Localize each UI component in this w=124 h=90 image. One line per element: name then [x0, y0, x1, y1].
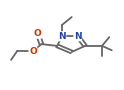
Text: O: O	[34, 29, 42, 38]
Text: O: O	[29, 47, 37, 56]
Text: N: N	[74, 32, 82, 41]
Text: N: N	[58, 32, 66, 41]
